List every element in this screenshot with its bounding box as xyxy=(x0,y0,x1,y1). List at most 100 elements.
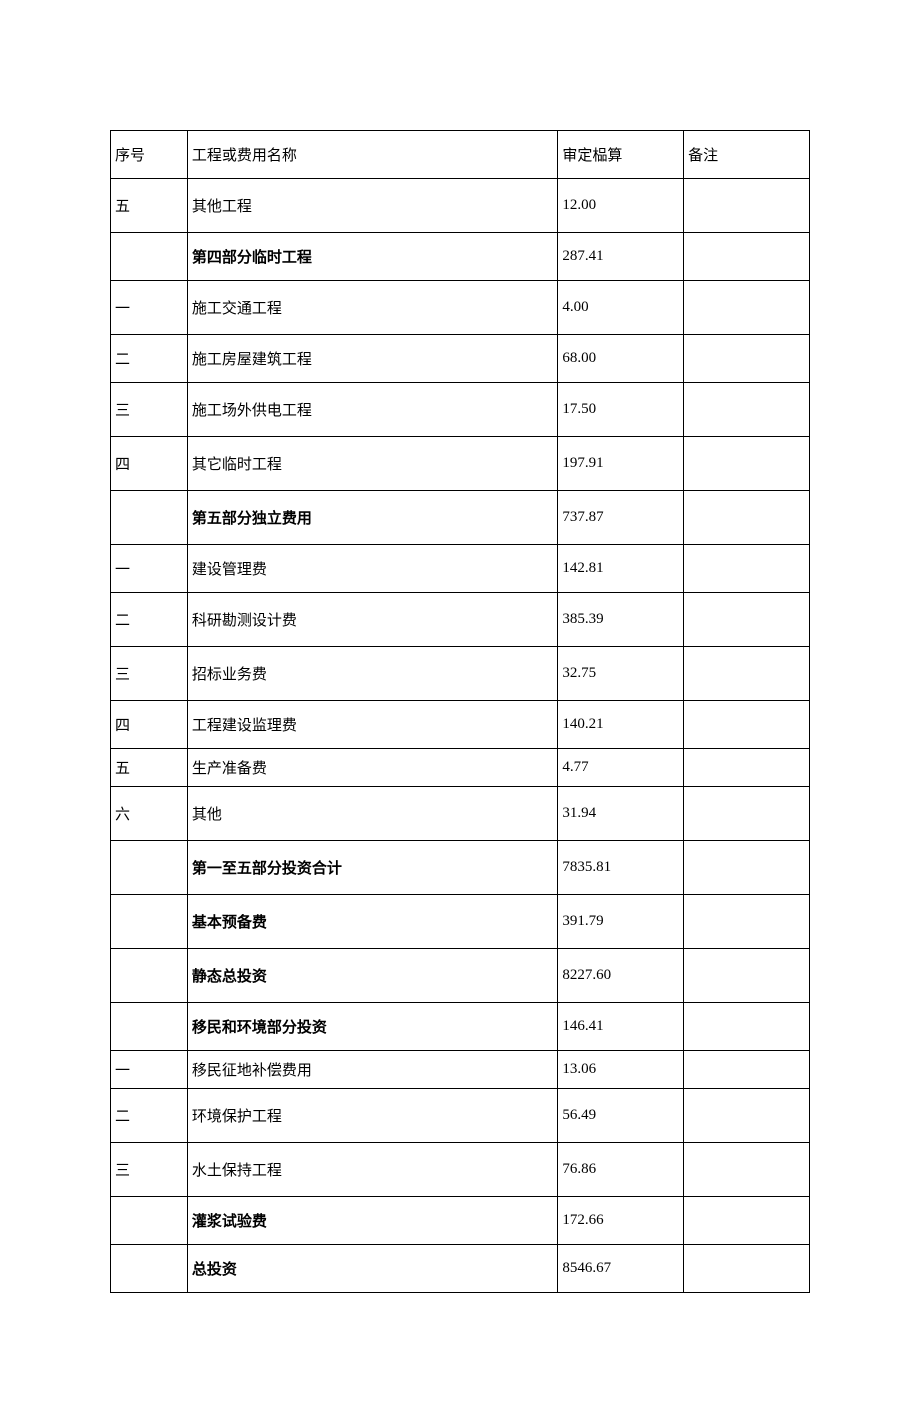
cell-seq: 一 xyxy=(111,1051,188,1089)
cell-name: 环境保护工程 xyxy=(187,1089,557,1143)
cell-name: 其他 xyxy=(187,787,557,841)
cell-value: 7835.81 xyxy=(558,841,684,895)
table-row: 六其他31.94 xyxy=(111,787,810,841)
cell-name: 建设管理费 xyxy=(187,545,557,593)
cell-remark xyxy=(684,701,810,749)
cell-name: 移民和环境部分投资 xyxy=(187,1003,557,1051)
cell-value: 68.00 xyxy=(558,335,684,383)
cell-remark xyxy=(684,895,810,949)
cell-name: 招标业务费 xyxy=(187,647,557,701)
cell-seq xyxy=(111,895,188,949)
cell-seq: 四 xyxy=(111,701,188,749)
cell-seq: 六 xyxy=(111,787,188,841)
cell-value: 385.39 xyxy=(558,593,684,647)
cell-seq xyxy=(111,1245,188,1293)
table-row: 一施工交通工程4.00 xyxy=(111,281,810,335)
table-row: 二科研勘测设计费385.39 xyxy=(111,593,810,647)
table-row: 四工程建设监理费140.21 xyxy=(111,701,810,749)
cell-name: 静态总投资 xyxy=(187,949,557,1003)
cell-seq: 三 xyxy=(111,647,188,701)
cell-name: 其他工程 xyxy=(187,179,557,233)
table-row: 第五部分独立费用737.87 xyxy=(111,491,810,545)
cell-name: 移民征地补偿费用 xyxy=(187,1051,557,1089)
cell-seq: 二 xyxy=(111,593,188,647)
table-body: 五其他工程12.00第四部分临时工程287.41一施工交通工程4.00二施工房屋… xyxy=(111,179,810,1293)
cell-seq: 五 xyxy=(111,179,188,233)
cell-value: 142.81 xyxy=(558,545,684,593)
cell-seq xyxy=(111,233,188,281)
cell-remark xyxy=(684,949,810,1003)
header-remark: 备注 xyxy=(684,131,810,179)
cell-value: 76.86 xyxy=(558,1143,684,1197)
cell-seq: 三 xyxy=(111,1143,188,1197)
cell-seq xyxy=(111,1197,188,1245)
cell-seq xyxy=(111,949,188,1003)
cell-seq xyxy=(111,1003,188,1051)
table-row: 第一至五部分投资合计7835.81 xyxy=(111,841,810,895)
cell-remark xyxy=(684,233,810,281)
cell-value: 32.75 xyxy=(558,647,684,701)
cell-seq: 一 xyxy=(111,545,188,593)
cell-seq: 一 xyxy=(111,281,188,335)
cell-remark xyxy=(684,383,810,437)
cell-value: 13.06 xyxy=(558,1051,684,1089)
cell-value: 17.50 xyxy=(558,383,684,437)
header-seq: 序号 xyxy=(111,131,188,179)
table-row: 三施工场外供电工程17.50 xyxy=(111,383,810,437)
cell-remark xyxy=(684,1143,810,1197)
cell-seq: 二 xyxy=(111,335,188,383)
cell-value: 8227.60 xyxy=(558,949,684,1003)
cell-remark xyxy=(684,179,810,233)
cell-name: 水土保持工程 xyxy=(187,1143,557,1197)
cell-remark xyxy=(684,437,810,491)
cell-value: 8546.67 xyxy=(558,1245,684,1293)
cell-name: 施工交通工程 xyxy=(187,281,557,335)
cell-value: 4.00 xyxy=(558,281,684,335)
cell-remark xyxy=(684,647,810,701)
cell-name: 生产准备费 xyxy=(187,749,557,787)
cell-remark xyxy=(684,749,810,787)
cell-remark xyxy=(684,787,810,841)
cell-value: 391.79 xyxy=(558,895,684,949)
cell-remark xyxy=(684,335,810,383)
table-row: 一建设管理费142.81 xyxy=(111,545,810,593)
cell-name: 施工房屋建筑工程 xyxy=(187,335,557,383)
table-row: 一移民征地补偿费用13.06 xyxy=(111,1051,810,1089)
cell-value: 737.87 xyxy=(558,491,684,545)
cell-value: 4.77 xyxy=(558,749,684,787)
header-value: 审定榀算 xyxy=(558,131,684,179)
table-row: 五其他工程12.00 xyxy=(111,179,810,233)
table-header-row: 序号 工程或费用名称 审定榀算 备注 xyxy=(111,131,810,179)
cell-remark xyxy=(684,1089,810,1143)
cell-remark xyxy=(684,1051,810,1089)
cell-value: 172.66 xyxy=(558,1197,684,1245)
cell-name: 总投资 xyxy=(187,1245,557,1293)
cell-value: 140.21 xyxy=(558,701,684,749)
table-row: 移民和环境部分投资146.41 xyxy=(111,1003,810,1051)
table-row: 五生产准备费4.77 xyxy=(111,749,810,787)
cell-remark xyxy=(684,545,810,593)
table-row: 灌浆试验费172.66 xyxy=(111,1197,810,1245)
cell-value: 31.94 xyxy=(558,787,684,841)
cell-name: 第五部分独立费用 xyxy=(187,491,557,545)
cell-value: 197.91 xyxy=(558,437,684,491)
table-row: 四其它临时工程197.91 xyxy=(111,437,810,491)
cell-remark xyxy=(684,593,810,647)
cell-value: 146.41 xyxy=(558,1003,684,1051)
table-row: 二施工房屋建筑工程68.00 xyxy=(111,335,810,383)
cell-remark xyxy=(684,1245,810,1293)
table-row: 基本预备费391.79 xyxy=(111,895,810,949)
table-row: 三招标业务费32.75 xyxy=(111,647,810,701)
cell-seq: 五 xyxy=(111,749,188,787)
cell-value: 287.41 xyxy=(558,233,684,281)
table-row: 三水土保持工程76.86 xyxy=(111,1143,810,1197)
cell-name: 科研勘测设计费 xyxy=(187,593,557,647)
budget-table: 序号 工程或费用名称 审定榀算 备注 五其他工程12.00第四部分临时工程287… xyxy=(110,130,810,1293)
cell-seq xyxy=(111,491,188,545)
cell-name: 工程建设监理费 xyxy=(187,701,557,749)
cell-value: 12.00 xyxy=(558,179,684,233)
cell-name: 施工场外供电工程 xyxy=(187,383,557,437)
cell-name: 第一至五部分投资合计 xyxy=(187,841,557,895)
cell-remark xyxy=(684,281,810,335)
cell-value: 56.49 xyxy=(558,1089,684,1143)
